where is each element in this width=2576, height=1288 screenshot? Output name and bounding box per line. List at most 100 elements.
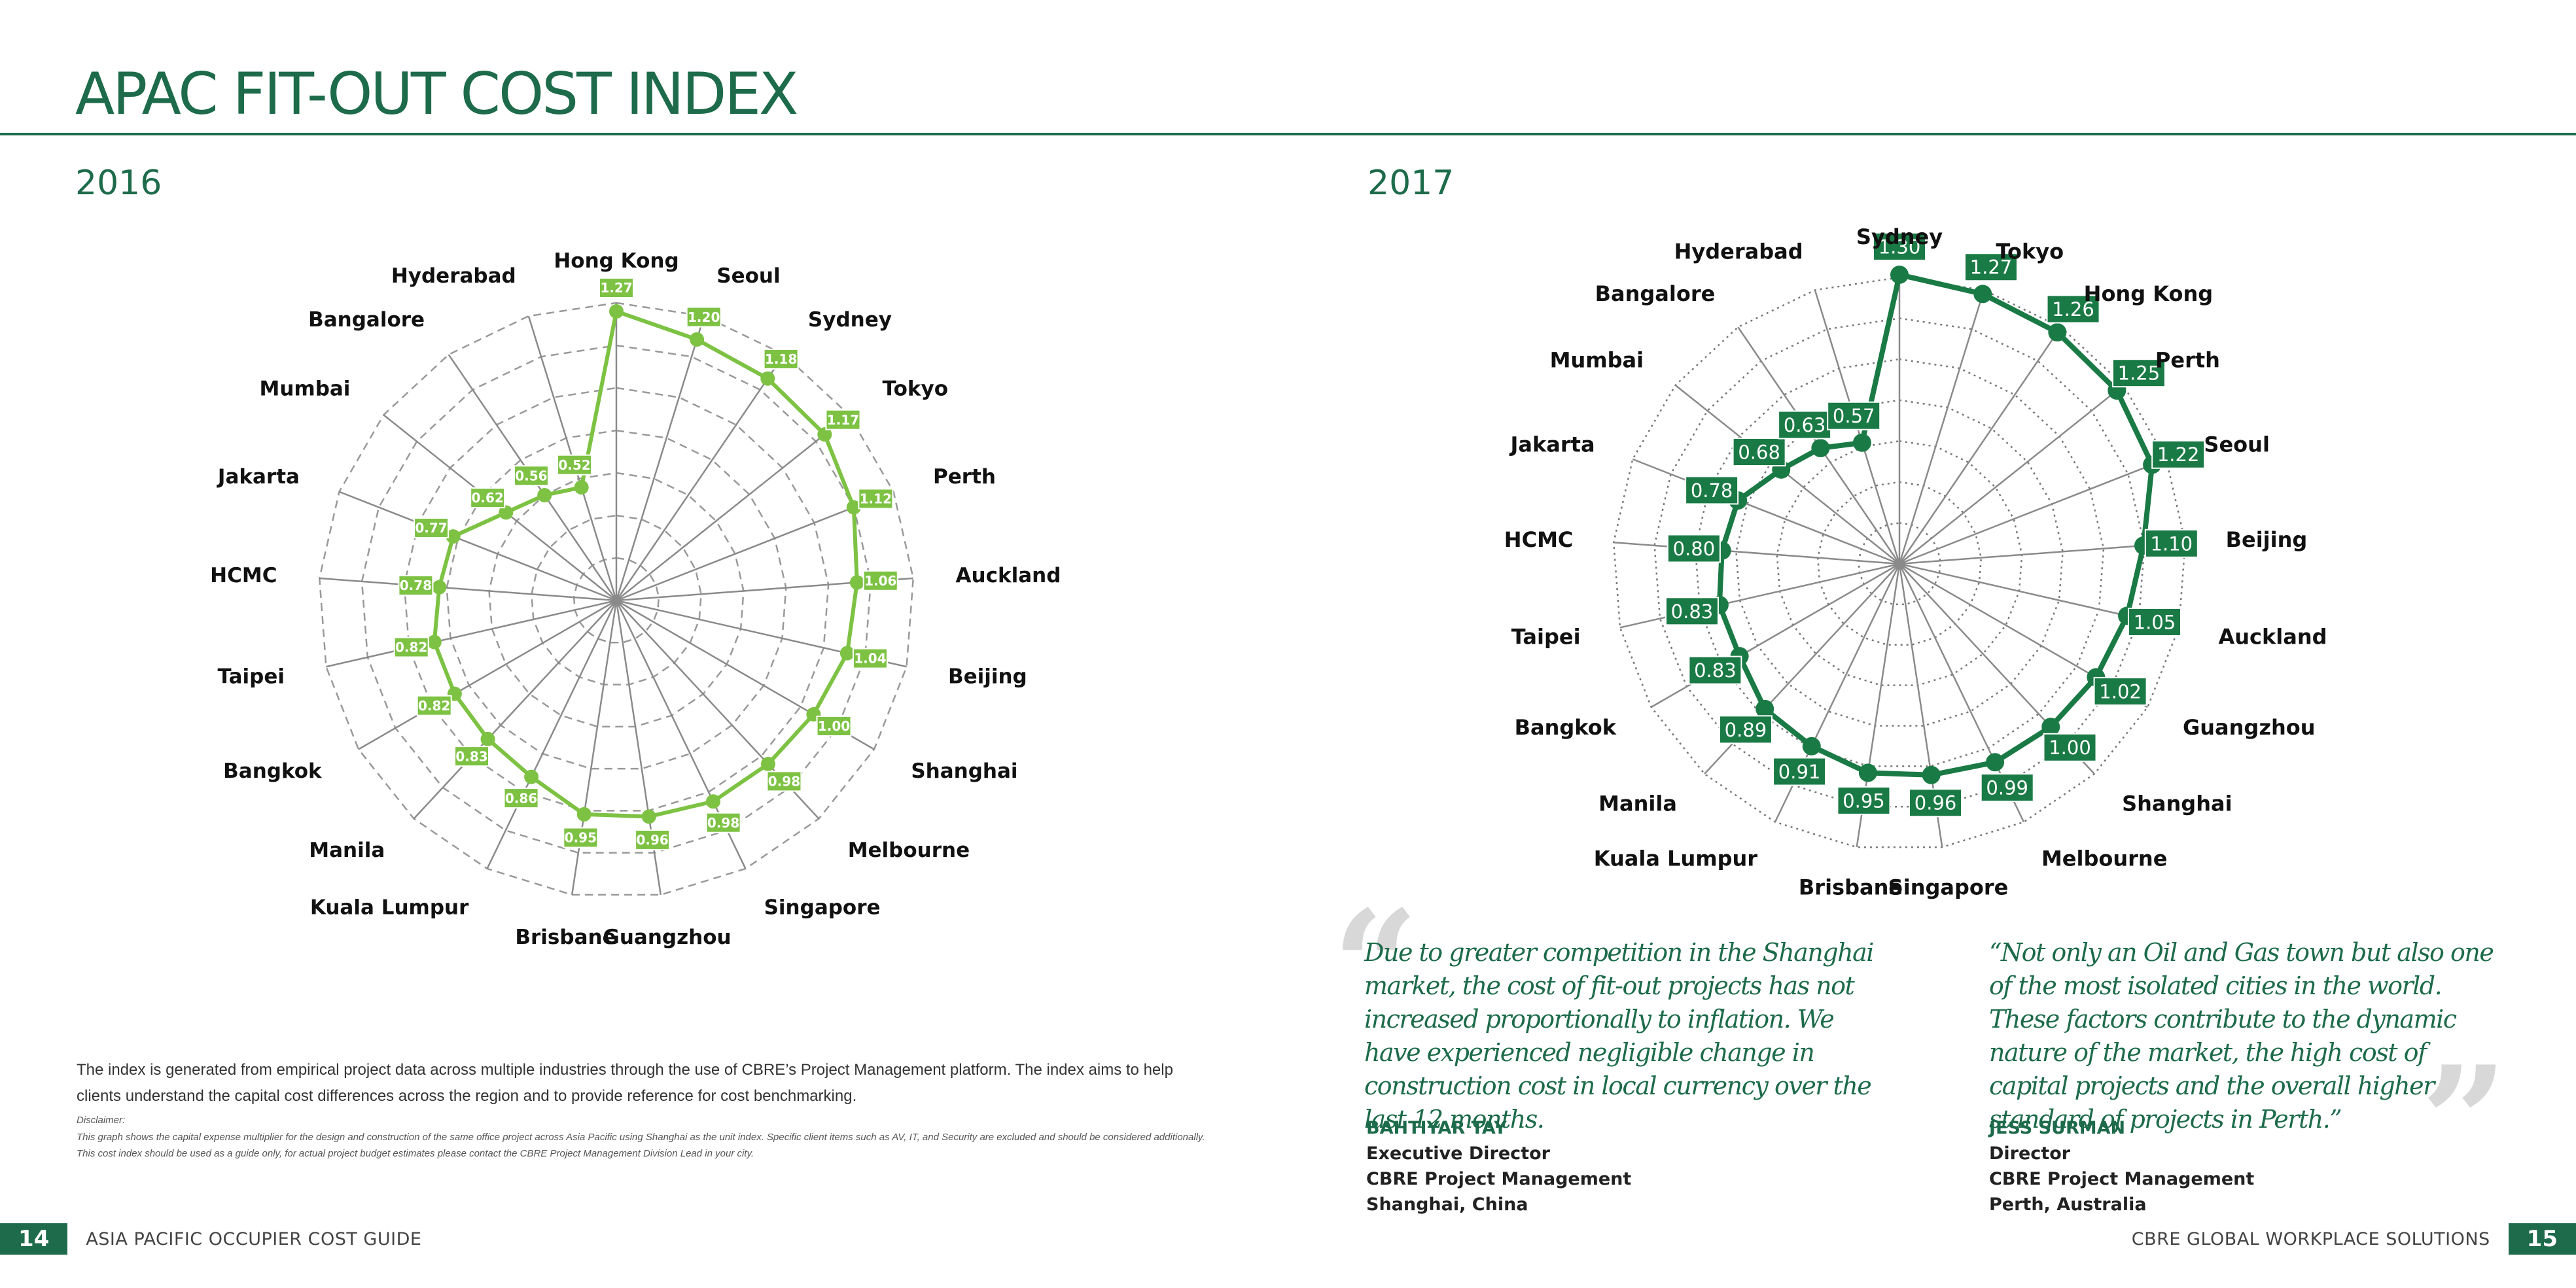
value-label-box bbox=[862, 570, 898, 591]
data-point-hyderabad bbox=[1852, 433, 1871, 452]
data-point-bangalore bbox=[1811, 439, 1830, 458]
value-label-text: 1.00 bbox=[2049, 737, 2091, 759]
value-label-text: 1.00 bbox=[818, 718, 850, 734]
value-label-seoul: 1.20 bbox=[686, 306, 722, 328]
category-label-guangzhou: Guangzhou bbox=[603, 926, 731, 949]
value-label-box bbox=[416, 695, 452, 716]
attribution-location: Perth, Australia bbox=[1989, 1194, 2147, 1215]
value-label-box bbox=[470, 487, 506, 509]
value-label-text: 0.89 bbox=[1725, 719, 1767, 741]
value-label-perth: 1.12 bbox=[858, 488, 894, 510]
grid-ring bbox=[1612, 276, 2187, 848]
value-label-text: 0.78 bbox=[400, 578, 432, 593]
value-label-box bbox=[1732, 438, 1786, 467]
category-label-beijing: Beijing bbox=[948, 665, 1027, 689]
value-label-text: 0.98 bbox=[707, 815, 739, 831]
chart-2016-title: 2016 bbox=[75, 164, 162, 203]
value-label-text: 0.83 bbox=[455, 748, 487, 764]
data-point-seoul bbox=[690, 332, 705, 347]
value-label-box bbox=[398, 575, 434, 597]
category-label-melbourne: Melbourne bbox=[2041, 846, 2167, 871]
value-label-box bbox=[1873, 232, 1926, 261]
grid-spoke bbox=[616, 414, 850, 601]
value-label-hyderabad: 0.52 bbox=[557, 454, 593, 476]
grid-spoke bbox=[1632, 458, 1900, 565]
data-point-hong-kong bbox=[609, 304, 624, 319]
category-label-bangkok: Bangkok bbox=[223, 759, 323, 783]
data-point-auckland bbox=[849, 575, 864, 590]
data-point-beijing bbox=[839, 646, 855, 661]
value-label-auckland: 1.06 bbox=[862, 570, 898, 591]
value-label-box bbox=[454, 746, 490, 767]
grid-ring bbox=[1858, 522, 1941, 606]
value-label-taipei: 0.83 bbox=[1665, 597, 1719, 626]
value-label-text: 1.27 bbox=[600, 280, 632, 296]
category-label-hcmc: HCMC bbox=[1504, 527, 1574, 552]
grid-ring bbox=[1694, 358, 2105, 767]
value-label-shanghai: 1.00 bbox=[2043, 733, 2097, 762]
value-label-text: 1.27 bbox=[1970, 256, 2013, 279]
category-label-beijing: Beijing bbox=[2226, 527, 2308, 552]
data-point-manila bbox=[480, 731, 495, 746]
category-label-taipei: Taipei bbox=[1511, 624, 1581, 649]
category-label-jakarta: Jakarta bbox=[1509, 432, 1595, 457]
value-label-box bbox=[766, 771, 802, 792]
category-label-tokyo: Tokyo bbox=[1996, 239, 2064, 264]
data-point-brisbane bbox=[576, 807, 591, 822]
value-label-text: 0.99 bbox=[1986, 776, 2028, 799]
attribution-company: CBRE Project Management bbox=[1989, 1169, 2255, 1189]
category-label-taipei: Taipei bbox=[217, 665, 285, 689]
value-label-box bbox=[2093, 676, 2147, 706]
grid-spoke bbox=[1619, 563, 1900, 629]
category-label-bangkok: Bangkok bbox=[1515, 715, 1617, 740]
data-point-tokyo bbox=[817, 427, 832, 442]
value-label-box bbox=[1665, 597, 1719, 626]
value-label-hcmc: 0.78 bbox=[398, 575, 434, 597]
value-label-box bbox=[2043, 733, 2097, 762]
grid-spoke bbox=[1614, 542, 1900, 565]
value-label-mumbai: 0.62 bbox=[470, 487, 506, 509]
footer-publication-title: ASIA PACIFIC OCCUPIER COST GUIDE bbox=[86, 1228, 422, 1249]
index-description: The index is generated from empirical pr… bbox=[77, 1061, 1173, 1105]
value-label-box bbox=[2127, 608, 2181, 637]
grid-ring bbox=[446, 429, 787, 770]
category-label-seoul: Seoul bbox=[716, 264, 780, 288]
attribution-location: Shanghai, China bbox=[1366, 1194, 1528, 1215]
grid-spoke bbox=[413, 600, 617, 820]
value-label-box bbox=[852, 648, 888, 669]
category-label-perth: Perth bbox=[2155, 347, 2220, 372]
value-label-bangkok: 0.82 bbox=[416, 695, 452, 716]
value-label-tokyo: 1.27 bbox=[1964, 252, 2018, 282]
value-label-box bbox=[2111, 358, 2166, 388]
data-point-guangzhou bbox=[641, 809, 656, 824]
value-label-singapore: 0.98 bbox=[705, 812, 741, 833]
value-label-box bbox=[557, 454, 593, 476]
quote-attribution-surman: JESS SURMAN Director CBRE Project Manage… bbox=[1989, 1115, 2254, 1217]
value-label-text: 0.83 bbox=[1671, 600, 1714, 623]
value-label-hong-kong: 1.27 bbox=[599, 277, 634, 299]
footer-left: 14 ASIA PACIFIC OCCUPIER COST GUIDE bbox=[0, 1223, 421, 1255]
value-label-box bbox=[503, 788, 539, 809]
radar-chart-2017: 1.30 1.27 1.26 1.25 1.22 1.10 1.05 1.02 1.00 0.99… bbox=[1504, 224, 2327, 899]
data-point-melbourne bbox=[1986, 753, 2005, 772]
value-label-bangalore: 0.63 bbox=[1778, 410, 1832, 440]
value-label-hong-kong: 1.26 bbox=[2046, 294, 2100, 324]
value-label-box bbox=[858, 488, 894, 510]
category-label-singapore: Singapore bbox=[764, 896, 881, 919]
grid-ring bbox=[573, 557, 660, 644]
value-label-box bbox=[1773, 757, 1827, 786]
category-label-mumbai: Mumbai bbox=[259, 377, 350, 401]
category-label-sydney: Sydney bbox=[1856, 224, 1943, 249]
value-label-text: 0.96 bbox=[1914, 792, 1957, 814]
value-label-box bbox=[2046, 294, 2100, 324]
value-label-box bbox=[563, 827, 599, 848]
data-point-sydney bbox=[1890, 266, 1909, 284]
attribution-name: JESS SURMAN bbox=[1989, 1118, 2126, 1138]
category-label-kuala-lumpur: Kuala Lumpur bbox=[310, 896, 469, 919]
value-label-text: 1.22 bbox=[2157, 444, 2200, 466]
value-label-text: 1.18 bbox=[765, 351, 797, 367]
value-label-text: 0.82 bbox=[395, 640, 427, 655]
value-label-text: 0.68 bbox=[1738, 441, 1780, 463]
category-label-tokyo: Tokyo bbox=[883, 377, 948, 401]
value-label-box bbox=[1667, 534, 1721, 563]
